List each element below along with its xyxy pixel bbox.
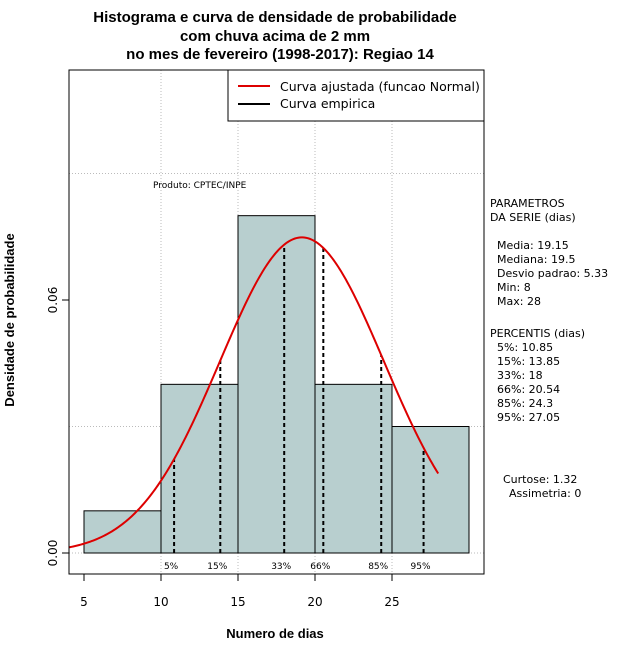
parameters-panel: PARAMETROS DA SERIE (dias) Media: 19.15 …: [490, 197, 608, 308]
curtose: Curtose: 1.32: [503, 473, 577, 486]
pct-5: 5%: 10.85: [497, 341, 553, 354]
x-tick-label: 5: [80, 595, 88, 609]
x-tick-label: 15: [230, 595, 245, 609]
histogram-bar: [314, 383, 393, 554]
percentiles-title: PERCENTIS (dias): [490, 327, 585, 340]
assimetria: Assimetria: 0: [509, 487, 581, 500]
percentile-label: 33%: [271, 562, 291, 572]
pct-66: 66%: 20.54: [497, 383, 560, 396]
x-axis-title: Numero de dias: [226, 626, 324, 641]
legend-label-empirical: Curva empirica: [280, 96, 375, 111]
y-tick-label: 0.06: [46, 287, 60, 314]
parameters-title-line-2: DA SERIE (dias): [490, 211, 576, 224]
param-desvio: Desvio padrao: 5.33: [497, 267, 608, 280]
legend-box: [227, 69, 485, 122]
param-min: Min: 8: [497, 281, 531, 294]
chart-title-line-2: com chuva acima de 2 mm: [180, 28, 370, 45]
legend: Curva ajustada (funcao Normal) Curva emp…: [227, 69, 485, 122]
x-tick-label: 10: [153, 595, 168, 609]
normal-curve: [68, 236, 440, 549]
percentile-labels: 5% 15% 33% 66% 85% 95%: [164, 562, 431, 572]
product-annotation: Produto: CPTEC/INPE: [153, 181, 247, 191]
percentile-label: 5%: [164, 562, 179, 572]
percentile-label: 15%: [207, 562, 227, 572]
legend-label-fitted: Curva ajustada (funcao Normal): [280, 79, 480, 94]
param-media: Media: 19.15: [497, 239, 569, 252]
y-tick-label: 0.00: [46, 540, 60, 567]
x-axis: 5 10 15 20 25: [80, 573, 400, 609]
histogram-bar: [391, 426, 470, 554]
chart-title-line-1: Histograma e curva de densidade de proba…: [93, 9, 456, 26]
histogram-bar: [237, 215, 316, 554]
pct-33: 33%: 18: [497, 369, 543, 382]
percentile-label: 95%: [411, 562, 431, 572]
chart-title-line-3: no mes de fevereiro (1998-2017): Regiao …: [126, 46, 434, 63]
y-axis-title: Densidade de probabilidade: [2, 233, 17, 406]
percentile-label: 85%: [368, 562, 388, 572]
percentiles-panel: PERCENTIS (dias) 5%: 10.85 15%: 13.85 33…: [490, 327, 585, 424]
parameters-title-line-1: PARAMETROS: [490, 197, 565, 210]
x-tick-label: 20: [307, 595, 322, 609]
pct-95: 95%: 27.05: [497, 411, 560, 424]
histogram-bar: [83, 510, 162, 554]
y-axis: 0.00 0.06: [46, 287, 70, 567]
param-mediana: Mediana: 19.5: [497, 253, 575, 266]
x-tick-label: 25: [384, 595, 399, 609]
histogram-bars: [83, 215, 470, 554]
percentile-label: 66%: [310, 562, 330, 572]
pct-85: 85%: 24.3: [497, 397, 553, 410]
percentile-lines: [173, 244, 425, 553]
param-max: Max: 28: [497, 295, 541, 308]
pct-15: 15%: 13.85: [497, 355, 560, 368]
